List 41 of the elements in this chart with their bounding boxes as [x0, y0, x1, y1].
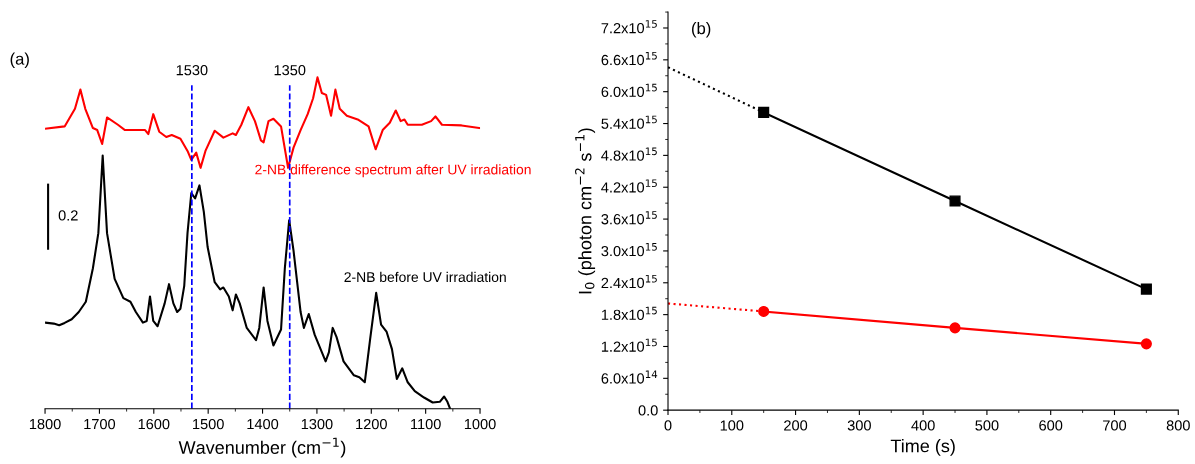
x-tick-label: 500 — [975, 420, 999, 431]
x-tick-label: 100 — [720, 420, 744, 431]
annotation: 0.2 — [58, 210, 78, 221]
y-tick-label: 1.2x10$^{15}$ — [601, 338, 657, 352]
text: (a) — [10, 52, 29, 69]
x-tick-label: 800 — [1166, 420, 1190, 431]
x-tick-label: 1000 — [464, 418, 496, 430]
x-tick-label: 700 — [1103, 420, 1127, 431]
x-tick-label: 200 — [784, 420, 808, 431]
x-tick-label: 400 — [911, 420, 935, 431]
x-tick-label: 1800 — [29, 418, 61, 430]
annotation: (b) — [692, 22, 711, 38]
x-tick-label: 1200 — [356, 418, 387, 430]
text: 2-NB before UV irradiation — [344, 271, 506, 283]
x-tick-label: 300 — [847, 420, 871, 431]
x-tick-label: 0 — [664, 420, 672, 431]
x-tick-label: 1300 — [301, 418, 333, 430]
x-tick-label: 1700 — [84, 418, 116, 430]
y-tick-label: 6.6x10$^{15}$ — [601, 52, 657, 66]
x-axis-title: Time (s) — [890, 439, 955, 456]
y-tick-label: 4.2x10$^{15}$ — [601, 179, 657, 193]
y-tick-label: 6.0x10$^{14}$ — [601, 370, 658, 384]
y-tick-label: 5.4x10$^{15}$ — [601, 115, 657, 129]
y-tick-label: 0.0 — [638, 405, 658, 416]
y-tick-label: 7.2x10$^{15}$ — [601, 20, 657, 34]
y-axis-title: I$_{0}$ (photon cm$^{−2}$ s$^{−1}$) — [575, 128, 596, 294]
x-tick-label: 1600 — [138, 418, 170, 430]
x-tick-label: 1500 — [193, 418, 224, 430]
y-tick-label: 3.0x10$^{15}$ — [601, 243, 657, 257]
y-tick-label: 2.4x10$^{15}$ — [601, 274, 657, 289]
y-tick-label: 4.8x10$^{15}$ — [601, 147, 657, 161]
series-label: 2-NB difference spectrum after UV irradiation — [255, 164, 531, 178]
y-tick-label: 6.0x10$^{15}$ — [601, 83, 657, 98]
ref-line-label: 1350 — [274, 64, 306, 76]
y-tick-label: 1.8x10$^{15}$ — [601, 306, 657, 320]
x-tick-label: 1100 — [411, 418, 441, 430]
ref-line-label: 1530 — [176, 64, 208, 76]
x-tick-label: 600 — [1039, 420, 1063, 431]
x-axis-title: Wavenumber (cm$^{−1}$) — [178, 437, 346, 458]
x-tick-label: 1400 — [247, 418, 279, 430]
y-tick-label: 3.6x10$^{15}$ — [601, 211, 657, 225]
